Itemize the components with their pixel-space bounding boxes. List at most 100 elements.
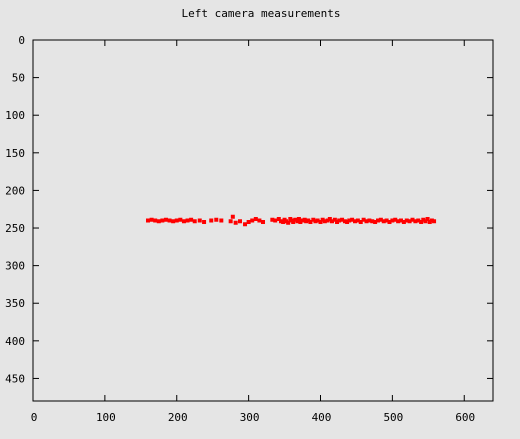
data-point: [410, 217, 415, 222]
chart-title: Left camera measurements: [182, 7, 341, 20]
x-tick-label: 500: [383, 411, 403, 424]
y-tick-label: 200: [5, 184, 25, 197]
data-point: [171, 219, 176, 224]
data-point: [330, 219, 334, 224]
data-point: [284, 219, 288, 224]
data-point: [370, 219, 375, 224]
data-point: [160, 218, 165, 223]
x-tick-label: 600: [455, 411, 475, 424]
data-point: [163, 217, 168, 222]
data-point: [313, 219, 318, 224]
y-tick-label: 300: [5, 260, 25, 273]
y-tick-label: 100: [5, 109, 25, 122]
data-point: [332, 217, 337, 222]
data-point: [209, 218, 214, 223]
y-tick-label: 400: [5, 335, 25, 348]
x-tick-label: 300: [240, 411, 260, 424]
data-point: [253, 216, 258, 221]
data-point: [189, 217, 194, 222]
data-point: [345, 220, 350, 225]
data-point: [230, 214, 235, 219]
data-point: [337, 218, 342, 223]
data-point: [298, 220, 303, 225]
data-point: [381, 219, 386, 224]
data-point: [364, 219, 369, 224]
data-point: [273, 218, 278, 223]
data-point: [149, 217, 154, 222]
data-point: [342, 219, 347, 224]
data-point: [401, 220, 406, 225]
data-point: [396, 219, 401, 224]
data-point: [214, 217, 219, 222]
data-point: [325, 218, 330, 223]
data-point: [146, 218, 150, 223]
data-point: [429, 218, 434, 223]
points-layer: [146, 214, 437, 227]
data-point: [257, 218, 262, 223]
data-point: [347, 218, 352, 223]
data-point: [219, 218, 224, 223]
data-point: [228, 219, 233, 224]
data-point: [340, 217, 345, 222]
data-point: [178, 217, 183, 222]
data-point: [291, 220, 296, 225]
data-point: [421, 217, 426, 222]
data-point: [427, 220, 432, 225]
y-tick-label: 250: [5, 222, 25, 235]
data-point: [320, 217, 325, 222]
x-tick-label: 200: [168, 411, 188, 424]
data-point: [174, 218, 179, 223]
data-point: [335, 220, 340, 225]
data-point: [327, 216, 332, 221]
y-tick-label: 0: [18, 34, 25, 47]
data-point: [355, 218, 360, 223]
y-tick-label: 50: [12, 72, 25, 85]
data-point: [390, 218, 395, 223]
y-tick-label: 150: [5, 147, 25, 160]
data-point: [261, 220, 265, 225]
data-point: [425, 216, 430, 221]
data-point: [156, 219, 161, 224]
data-point: [250, 218, 255, 223]
data-point: [233, 220, 238, 225]
data-point: [322, 219, 327, 224]
data-point: [308, 220, 313, 225]
data-point: [423, 219, 428, 224]
data-point: [318, 220, 323, 225]
data-point: [384, 218, 389, 223]
data-point: [276, 216, 281, 221]
data-point: [243, 222, 248, 227]
data-point: [419, 220, 424, 225]
data-point: [413, 219, 418, 224]
data-point: [167, 218, 172, 223]
data-point: [378, 217, 383, 222]
data-point: [300, 218, 305, 223]
data-point: [376, 218, 380, 223]
data-point: [295, 219, 300, 224]
data-point: [358, 220, 363, 225]
axes-layer: 0 100 200 300 400 500 600 0 50 100 150 200 250 300 350…: [5, 34, 493, 424]
y-tick-label: 450: [5, 372, 25, 385]
data-point: [350, 217, 355, 222]
data-point: [202, 220, 207, 225]
data-point: [393, 217, 398, 222]
data-point: [153, 218, 158, 223]
x-tick-label: 0: [31, 411, 38, 424]
data-point: [181, 219, 186, 224]
data-point: [353, 219, 357, 224]
data-point: [192, 219, 197, 224]
x-tick-label: 100: [96, 411, 116, 424]
data-point: [432, 219, 437, 224]
data-point: [387, 220, 392, 225]
data-point: [281, 220, 286, 225]
data-point: [293, 217, 298, 222]
plot-area-border: [32, 39, 494, 402]
data-point: [246, 220, 251, 225]
data-point: [185, 218, 190, 223]
data-point: [404, 218, 409, 223]
data-point: [197, 218, 202, 223]
y-tick-label: 350: [5, 297, 25, 310]
data-point: [238, 219, 242, 224]
